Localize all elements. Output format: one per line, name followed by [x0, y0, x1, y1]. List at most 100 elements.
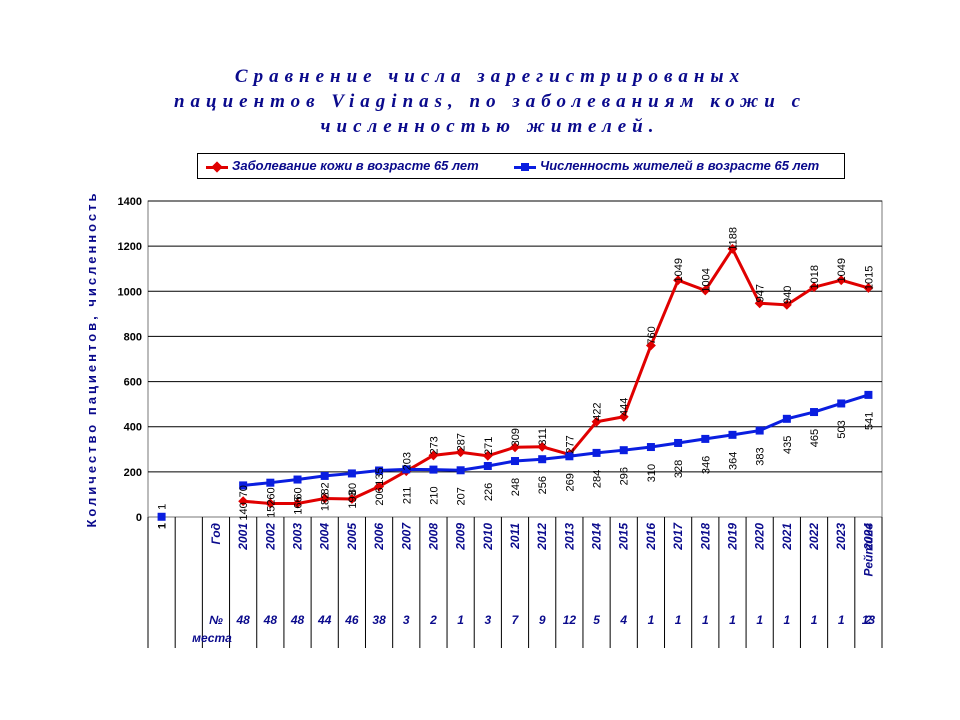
place-header-line-2: места — [192, 631, 232, 645]
place-value-trailing: 13 — [862, 613, 876, 627]
legend-label-series-2: Численность жителей в возрасте 65 лет — [540, 158, 820, 173]
series-2-data-label-13: 284 — [592, 470, 604, 488]
series-1-point-22 — [836, 275, 847, 286]
series-1-point-15 — [645, 340, 656, 351]
series-2-data-label-6: 211 — [401, 487, 413, 505]
series-1-data-label-22: 1049 — [836, 258, 848, 282]
series-1-point-11 — [537, 441, 548, 452]
x-category-label-13: 2014 — [590, 523, 604, 551]
legend-marker-series-2 — [521, 163, 529, 171]
place-value-5: 38 — [372, 613, 386, 627]
place-value-21: 1 — [811, 613, 818, 627]
plot-area — [147, 200, 883, 518]
place-header-line-1: № — [209, 613, 223, 627]
series-2-data-label-17: 346 — [700, 456, 712, 474]
legend-label-series-1: Заболевание кожи в возрасте 65 лет — [232, 158, 479, 173]
series-2-data-label-22: 503 — [836, 420, 848, 438]
place-value-6: 3 — [403, 613, 410, 627]
series-2-data-label-7: 210 — [428, 486, 440, 504]
series-2-point-5 — [375, 466, 384, 475]
place-value-1: 48 — [263, 613, 278, 627]
x-category-label-22: 2023 — [834, 523, 848, 551]
series-2-point-12 — [565, 452, 574, 461]
series-1-point-8 — [455, 447, 466, 458]
series-1-data-label-5: 135 — [374, 467, 386, 485]
place-value-16: 1 — [675, 613, 682, 627]
series-1-data-label-20: 940 — [782, 286, 794, 304]
place-value-22: 1 — [838, 613, 845, 627]
place-value-9: 3 — [484, 613, 491, 627]
place-value-4: 46 — [344, 613, 359, 627]
series-2-data-label-21: 465 — [809, 429, 821, 447]
x-category-label-5: 2006 — [372, 523, 386, 551]
series-2-point-0 — [239, 481, 248, 490]
y-tick-label-5: 1000 — [118, 286, 142, 298]
series-2-data-label-8: 207 — [456, 487, 468, 505]
series-1-data-label-16: 1049 — [673, 258, 685, 282]
series-1-point-19 — [754, 298, 765, 309]
x-category-label-1: 2002 — [263, 523, 277, 551]
series-2-point-23 — [864, 390, 873, 399]
series-2-data-label-12: 269 — [564, 473, 576, 491]
place-value-7: 2 — [429, 613, 437, 627]
series-1-point-0 — [238, 496, 249, 507]
series-2-point-3 — [320, 471, 329, 480]
place-value-17: 1 — [702, 613, 709, 627]
chart-title-line-2: пациентов Viaginas, по заболеваниям кожи… — [173, 91, 807, 112]
series-1-data-label-18: 1188 — [727, 227, 739, 251]
place-value-14: 4 — [619, 613, 627, 627]
x-category-label-15: 2016 — [644, 523, 658, 551]
series-1-data-label-6: 203 — [401, 452, 413, 470]
place-value-10: 7 — [512, 613, 520, 627]
series-2-point-8 — [456, 466, 465, 475]
x-category-label-12: 2013 — [562, 523, 576, 551]
series-1-data-label-2: 60 — [293, 487, 305, 499]
series-2-point-7 — [429, 465, 438, 474]
series-1-data-label-8: 287 — [456, 433, 468, 451]
place-value-12: 12 — [563, 613, 577, 627]
x-category-label-21: 2022 — [807, 523, 821, 551]
y-tick-label-4: 800 — [124, 331, 142, 343]
series-1-point-21 — [809, 282, 819, 293]
series-2-data-label-4: 193 — [347, 490, 359, 508]
series-1-data-label-7: 273 — [428, 436, 440, 454]
series-1-data-label-12: 277 — [564, 435, 576, 453]
place-value-11: 9 — [539, 613, 546, 627]
series-1-point-18 — [727, 243, 738, 254]
series-2-point-9 — [483, 461, 492, 470]
x-category-label-3: 2004 — [318, 523, 332, 551]
series-1-point-20 — [781, 299, 792, 310]
y-tick-label-2: 400 — [124, 422, 142, 434]
place-value-2: 48 — [290, 613, 305, 627]
series-1-point-14 — [618, 411, 629, 422]
series-line-2 — [242, 393, 869, 487]
place-value-3: 44 — [317, 613, 332, 627]
series-1-point-17 — [700, 285, 711, 296]
place-value-13: 5 — [593, 613, 600, 627]
series-1-data-label-4: 80 — [347, 483, 359, 495]
series-2-point-18 — [728, 430, 737, 439]
series-2-point-11 — [538, 455, 547, 464]
x-category-label-11: 2012 — [535, 523, 549, 551]
x-category-label-23: 2024 — [861, 523, 875, 551]
series-2-point-15 — [646, 443, 655, 452]
place-value-8: 1 — [457, 613, 464, 627]
chart-legend: Заболевание кожи в возрасте 65 лет Числе… — [197, 153, 845, 179]
place-value-23: 2 — [864, 613, 872, 627]
x-category-label-0: 2001 — [236, 523, 250, 551]
x-category-label-8: 2009 — [454, 523, 468, 551]
series-2-data-label-2: 166 — [293, 496, 305, 514]
series-1-point-13 — [591, 416, 602, 427]
chart-title-line-1: Сравнение числа зарегистрированых — [234, 66, 746, 87]
chart-title-line-3: численностью жителей. — [320, 116, 660, 137]
series-1-data-label-21: 1018 — [809, 265, 821, 289]
series-1-data-label-23: 1015 — [863, 266, 875, 290]
series-2-point-21 — [810, 408, 819, 417]
series-2-data-label-1: 152 — [265, 500, 277, 518]
place-value-18: 1 — [729, 613, 736, 627]
series-2-point-20 — [782, 414, 791, 423]
x-category-trailing: Рейтинг — [861, 522, 875, 576]
x-category-label-20: 2021 — [780, 523, 794, 551]
first-point-label: 1 — [157, 504, 169, 510]
